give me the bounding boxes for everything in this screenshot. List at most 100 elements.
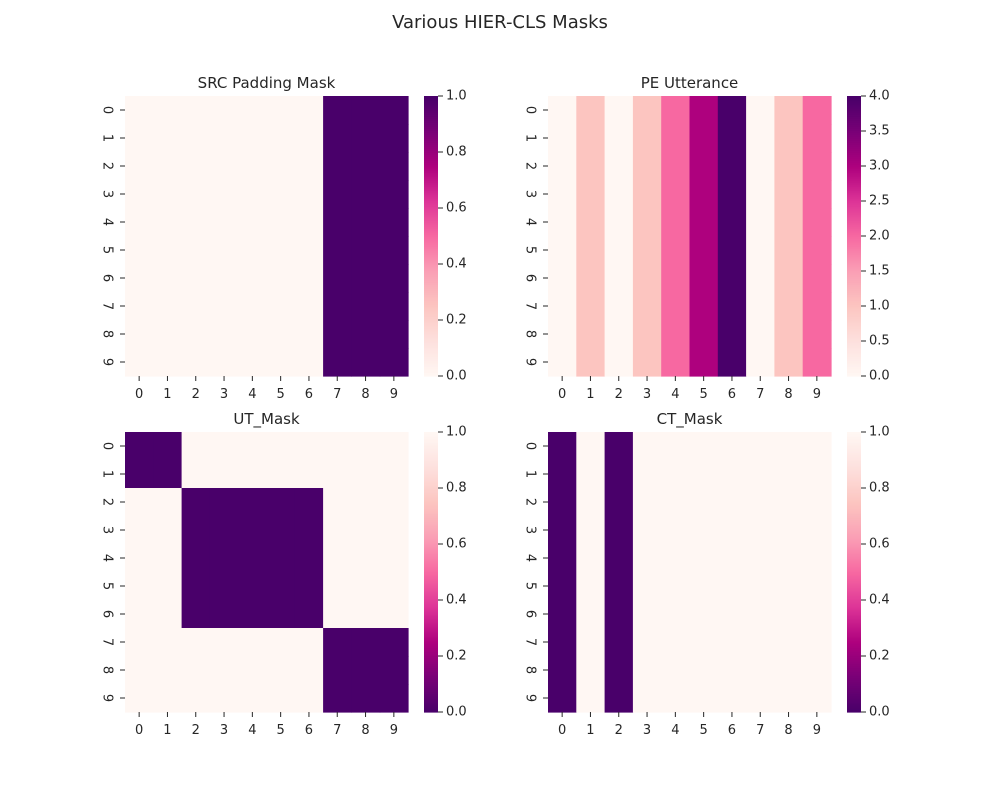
colorbar-segment: [847, 710, 861, 713]
colorbar-segment: [847, 658, 861, 661]
colorbar-segment: [424, 326, 438, 329]
colorbar-segment: [424, 494, 438, 497]
colorbar-segment: [424, 604, 438, 607]
x-tick-label: 2: [192, 387, 200, 402]
colorbar-segment: [847, 268, 861, 271]
colorbar-segment: [847, 698, 861, 701]
heatmap-cell-r9-c4: [238, 684, 268, 713]
heatmap-cell-r9-c2: [181, 684, 211, 713]
colorbar-segment: [847, 700, 861, 703]
heatmap-cell-r4-c1: [153, 544, 183, 573]
colorbar-segment: [424, 568, 438, 571]
heatmap-cell-r7-c6: [294, 628, 324, 657]
colorbar-segment: [424, 198, 438, 201]
colorbar-segment: [847, 548, 861, 551]
heatmap-cell-r6-c9: [379, 600, 409, 629]
heatmap-cell-r7-c0: [548, 292, 577, 321]
colorbar-segment: [424, 128, 438, 131]
colorbar-segment: [847, 656, 861, 659]
colorbar-segment: [424, 700, 438, 703]
colorbar-segment: [424, 154, 438, 157]
heatmap-cell-r5-c1: [576, 236, 606, 265]
heatmap-cell-r4-c3: [632, 544, 662, 573]
heatmap-cell-r2-c2: [604, 152, 634, 181]
x-tick-label: 6: [728, 723, 736, 738]
colorbar-segment: [847, 250, 861, 253]
colorbar-segment: [424, 658, 438, 661]
heatmap-cell-r8-c8: [774, 656, 804, 685]
colorbar-segment: [847, 260, 861, 263]
heatmap-cell-r8-c4: [661, 656, 691, 685]
x-tick-label: 3: [220, 723, 228, 738]
heatmap-cell-r5-c5: [689, 236, 719, 265]
heatmap-cell-r6-c4: [661, 264, 691, 293]
colorbar-segment: [424, 292, 438, 295]
colorbar-segment: [424, 176, 438, 179]
colorbar-segment: [847, 676, 861, 679]
heatmap-cell-r6-c1: [153, 264, 183, 293]
colorbar-segment: [424, 574, 438, 577]
y-tick-label: 5: [100, 246, 115, 254]
colorbar-segment: [424, 168, 438, 171]
heatmap-cell-r0-c5: [266, 96, 296, 125]
colorbar-segment: [847, 160, 861, 163]
heatmap-cell-r2-c3: [632, 488, 662, 517]
heatmap-cell-r4-c4: [238, 544, 268, 573]
heatmap-cell-r0-c6: [294, 96, 324, 125]
colorbar-tick-label: 0.2: [869, 649, 890, 664]
colorbar-segment: [847, 538, 861, 541]
colorbar-segment: [847, 114, 861, 117]
colorbar-segment: [424, 238, 438, 241]
x-tick-label: 7: [333, 723, 341, 738]
colorbar-segment: [847, 586, 861, 589]
colorbar-segment: [424, 114, 438, 117]
colorbar-segment: [424, 458, 438, 461]
colorbar-segment: [847, 632, 861, 635]
colorbar-segment: [424, 616, 438, 619]
heatmap-cell-r3-c8: [351, 516, 381, 545]
colorbar-segment: [424, 602, 438, 605]
heatmap-cell-r1-c1: [576, 124, 606, 153]
colorbar-segment: [847, 584, 861, 587]
colorbar-segment: [424, 536, 438, 539]
colorbar-segment: [847, 124, 861, 127]
colorbar-segment: [847, 240, 861, 243]
heatmap-cell-r9-c1: [153, 348, 183, 377]
heatmap-cell-r1-c1: [576, 460, 606, 489]
colorbar-segment: [847, 246, 861, 249]
colorbar-segment: [847, 284, 861, 287]
colorbar-segment: [847, 704, 861, 707]
heatmap-cell-r4-c6: [717, 544, 747, 573]
colorbar-segment: [847, 504, 861, 507]
colorbar-segment: [424, 542, 438, 545]
y-tick-label: 1: [100, 134, 115, 142]
x-tick-label: 8: [784, 723, 792, 738]
colorbar-segment: [424, 706, 438, 709]
heatmap-cell-r1-c8: [774, 124, 804, 153]
colorbar-segment: [847, 222, 861, 225]
colorbar-segment: [847, 686, 861, 689]
heatmap-cell-r7-c8: [774, 292, 804, 321]
colorbar-segment: [424, 626, 438, 629]
heatmap-cell-r9-c5: [266, 348, 296, 377]
colorbar-segment: [424, 234, 438, 237]
colorbar-segment: [847, 350, 861, 353]
colorbar-segment: [847, 288, 861, 291]
colorbar-segment: [424, 710, 438, 713]
colorbar-tick-label: 1.0: [869, 425, 890, 440]
heatmap-cell-r6-c4: [661, 600, 691, 629]
heatmap-cell-r0-c7: [323, 96, 352, 125]
colorbar-segment: [847, 206, 861, 209]
colorbar-segment: [847, 626, 861, 629]
x-tick-label: 9: [813, 387, 821, 402]
heatmap-cell-r9-c0: [125, 348, 154, 377]
heatmap-cell-r3-c1: [153, 180, 183, 209]
y-tick-label: 2: [523, 498, 538, 506]
heatmap-cell-r5-c8: [774, 236, 804, 265]
colorbar-segment: [424, 588, 438, 591]
heatmap-cell-r0-c4: [661, 432, 691, 461]
colorbar-segment: [424, 260, 438, 263]
heatmap-cell-r4-c8: [351, 544, 381, 573]
colorbar-segment: [847, 318, 861, 321]
